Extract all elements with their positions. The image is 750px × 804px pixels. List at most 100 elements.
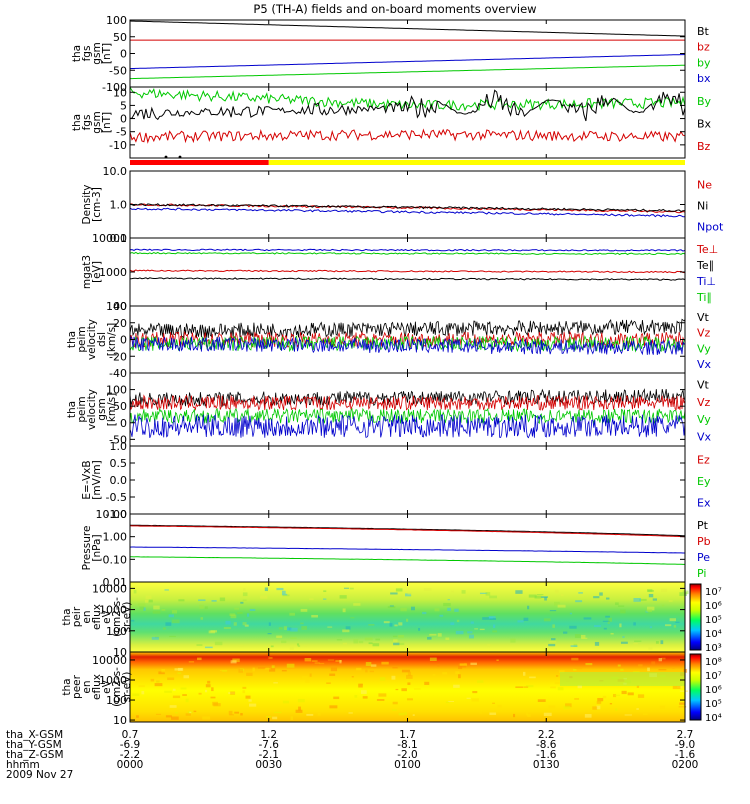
spectrogram-texture xyxy=(154,683,163,687)
colorbar-label: 10⁵ xyxy=(705,615,722,626)
spectrogram-texture xyxy=(485,592,491,596)
spectrogram-texture xyxy=(669,618,677,622)
axis-label: Density xyxy=(81,185,93,225)
spectrogram-texture xyxy=(528,594,537,598)
y-tick-label: 1.0 xyxy=(110,199,128,212)
spectrogram-texture xyxy=(578,592,583,594)
spectrogram-texture xyxy=(665,624,672,627)
spectrogram-texture xyxy=(554,601,560,606)
spectrogram-texture xyxy=(295,709,303,713)
series-line-Vx xyxy=(129,335,686,356)
y-tick-label: 0.01 xyxy=(103,576,128,589)
spectrogram-texture xyxy=(198,692,202,695)
spectrogram-texture xyxy=(583,617,592,620)
spectrogram-texture xyxy=(199,604,204,609)
spectrogram-texture xyxy=(447,599,450,601)
spectrogram-texture xyxy=(554,681,560,685)
spectrogram-texture xyxy=(267,632,272,635)
spectrogram-texture xyxy=(479,628,485,631)
spectrogram-texture xyxy=(633,597,641,602)
spectrogram-texture xyxy=(189,711,192,714)
spectrogram-texture xyxy=(492,702,495,704)
spectrogram-texture xyxy=(136,715,139,718)
spectrogram-texture xyxy=(283,626,288,630)
spectrogram-texture xyxy=(223,626,231,630)
spectrogram-texture xyxy=(619,623,622,628)
spectrogram-texture xyxy=(584,713,592,718)
y-tick-label: 50 xyxy=(113,31,127,44)
axis-label: [nT] xyxy=(101,43,113,64)
spectrogram-texture xyxy=(281,593,288,596)
spectrogram-texture xyxy=(445,637,450,641)
spectrogram-texture xyxy=(527,605,530,610)
spectrogram-texture xyxy=(248,699,252,702)
legend-Ni: Ni xyxy=(697,200,708,213)
spectrogram-texture xyxy=(349,587,354,590)
spectrogram-texture xyxy=(389,623,393,627)
orbit-row-label: tha_Y-GSM xyxy=(6,739,62,751)
spectrogram-texture xyxy=(219,669,228,671)
y-tick-label: 0.10 xyxy=(103,553,128,566)
spectrogram-texture xyxy=(282,700,290,704)
spectrogram-texture xyxy=(376,699,385,701)
spectrogram-texture xyxy=(249,703,257,707)
spectrogram-texture xyxy=(432,674,436,676)
spectrogram-texture xyxy=(242,690,246,694)
spectrogram-texture xyxy=(301,676,308,679)
spectrogram-texture xyxy=(290,627,298,632)
orbit-value: 0100 xyxy=(394,759,421,771)
spectrogram-texture xyxy=(617,664,621,667)
spectrogram-texture xyxy=(240,713,243,716)
spectrogram-texture xyxy=(429,657,437,662)
spectrogram-texture xyxy=(429,633,437,636)
y-tick-label: 10000 xyxy=(92,232,127,245)
spectrogram-texture xyxy=(649,626,653,629)
spectrogram-texture xyxy=(245,695,251,699)
spectrogram-texture xyxy=(661,604,665,607)
spectrogram-texture xyxy=(351,676,354,678)
spectrogram-texture xyxy=(244,624,249,627)
y-tick-label: 10 xyxy=(113,646,127,659)
spectrogram-texture xyxy=(596,701,602,704)
axis-label: [nPa] xyxy=(91,534,103,561)
spectrogram-texture xyxy=(642,713,648,716)
spectrogram-texture xyxy=(304,645,307,647)
spectrogram-texture xyxy=(675,621,680,623)
spectrogram-texture xyxy=(158,671,165,675)
axis-label: eflux xyxy=(91,604,103,630)
spectrogram-texture xyxy=(372,643,380,647)
axis-label: tha xyxy=(61,608,73,625)
spectrogram-texture xyxy=(197,657,202,661)
spectrogram-texture xyxy=(496,659,499,661)
y-tick-label: -40 xyxy=(109,367,127,380)
spectrogram-texture xyxy=(470,621,474,624)
y-tick-label: 1.00 xyxy=(103,531,128,544)
axis-label: mgat3 xyxy=(81,255,93,289)
axis-label: dsl xyxy=(96,332,108,347)
spectrogram-texture xyxy=(593,596,600,599)
spectrogram-texture xyxy=(602,695,607,699)
spectrogram-texture xyxy=(172,688,176,691)
spectrogram-texture xyxy=(329,705,338,709)
spectrogram-texture xyxy=(621,690,627,695)
spectrogram-texture xyxy=(289,646,294,650)
spectrogram-texture xyxy=(510,638,516,643)
axis-label: [eV] xyxy=(91,261,103,283)
orbit-value: -2.0 xyxy=(397,749,418,761)
spectrogram-texture xyxy=(437,633,442,637)
spectrogram-texture xyxy=(353,711,357,714)
spectrogram-texture xyxy=(204,646,213,649)
legend-Pe: Pe xyxy=(697,551,710,564)
spectrogram-texture xyxy=(655,641,659,644)
legend-Bx: Bx xyxy=(697,118,712,131)
colorbar-label: 10⁶ xyxy=(705,685,722,696)
spectrogram-texture xyxy=(453,684,460,688)
axis-label: [nT] xyxy=(101,112,113,133)
spectrogram-texture xyxy=(461,590,466,594)
orbit-value: 2.7 xyxy=(677,729,694,741)
spectrogram-texture xyxy=(400,607,407,612)
axis-label: gsm xyxy=(96,398,108,420)
spectrogram-texture xyxy=(297,698,305,703)
legend-Ex: Ex xyxy=(697,496,711,509)
series-line-Ti∥ xyxy=(129,251,686,256)
